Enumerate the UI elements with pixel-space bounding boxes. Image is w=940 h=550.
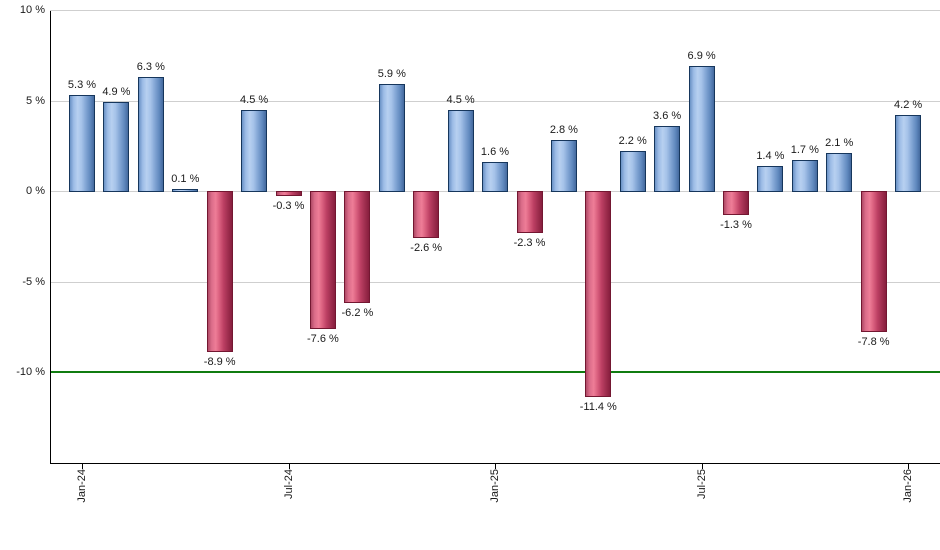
chart-bar[interactable] [550,140,577,192]
x-tick [702,463,703,469]
reference-line [50,371,940,373]
y-tick-label: 0 % [26,185,45,197]
bar-value-label: 2.1 % [825,137,854,149]
chart-bar[interactable] [241,109,268,192]
chart-bar[interactable] [757,165,784,192]
bar-value-label: 2.8 % [549,124,578,137]
gridline [50,282,940,283]
bar-value-label: -0.3 % [272,200,305,213]
chart-bar[interactable] [344,191,371,304]
chart-bar[interactable] [309,191,336,329]
bar-value-label: 2.2 % [618,135,647,148]
bar-value-label: 4.9 % [102,86,131,99]
chart-bar[interactable] [206,191,233,353]
bar-value-label: 0.1 % [171,173,200,186]
chart-bar[interactable] [688,66,715,192]
bar-value-label: -1.3 % [720,218,752,231]
bar-value-label: -7.6 % [306,332,339,345]
bar-value-label: 1.4 % [756,149,785,162]
chart-bar[interactable] [275,191,302,197]
bar-value-label: 4.5 % [446,93,475,106]
bar-value-label: -8.9 % [203,356,236,369]
bar-value-label: -2.3 % [513,236,546,249]
chart-bar[interactable] [791,160,818,192]
x-tick [82,463,83,469]
chart-bar[interactable] [482,162,508,192]
chart-bar[interactable] [585,191,612,398]
chart-bar[interactable] [103,102,130,192]
chart-bar[interactable] [860,191,887,333]
x-tick [289,463,290,469]
chart-bar[interactable] [723,191,749,215]
bar-value-label: 5.3 % [67,79,97,92]
y-axis-line [50,11,51,463]
y-tick-label: -5 % [22,276,45,288]
chart-bar[interactable] [137,77,164,192]
y-tick-label: 10 % [19,4,45,16]
bar-value-label: 6.9 % [687,50,716,63]
bar-value-label: 6.3 % [136,61,165,73]
bar-value-label: 1.6 % [480,146,510,158]
bar-value-label: -6.2 % [341,307,374,320]
chart-bar[interactable] [826,153,853,192]
y-tick-label: -10 % [16,366,45,378]
x-tick [495,463,496,469]
gridline [50,101,940,102]
bar-value-label: -7.8 % [857,336,890,349]
chart-bar[interactable] [619,151,646,192]
chart-bar[interactable] [69,95,95,192]
bar-value-label: 1.7 % [790,144,819,157]
chart-bar[interactable] [378,84,405,192]
x-tick-label: Jul-25 [696,469,708,499]
x-tick [908,463,909,469]
bar-value-label: -11.4 % [579,401,617,414]
chart-bar[interactable] [895,115,922,192]
bar-value-label: 3.6 % [653,109,682,122]
chart-bar[interactable] [172,189,199,192]
chart-bar[interactable] [447,109,474,192]
chart-bar[interactable] [413,191,440,239]
x-tick-label: Jan-25 [489,469,501,503]
x-tick-label: Jan-24 [76,469,88,503]
chart-bar[interactable] [654,125,681,192]
gridline [50,10,940,11]
bar-value-label: 4.2 % [894,99,923,111]
chart-bar[interactable] [516,191,543,233]
x-tick-label: Jan-26 [902,469,914,503]
y-tick-label: 5 % [26,95,45,107]
bar-value-label: -2.6 % [410,242,443,255]
bar-value-label: 5.9 % [377,68,406,81]
x-tick-label: Jul-24 [283,469,295,499]
bar-value-label: 4.5 % [240,93,269,106]
